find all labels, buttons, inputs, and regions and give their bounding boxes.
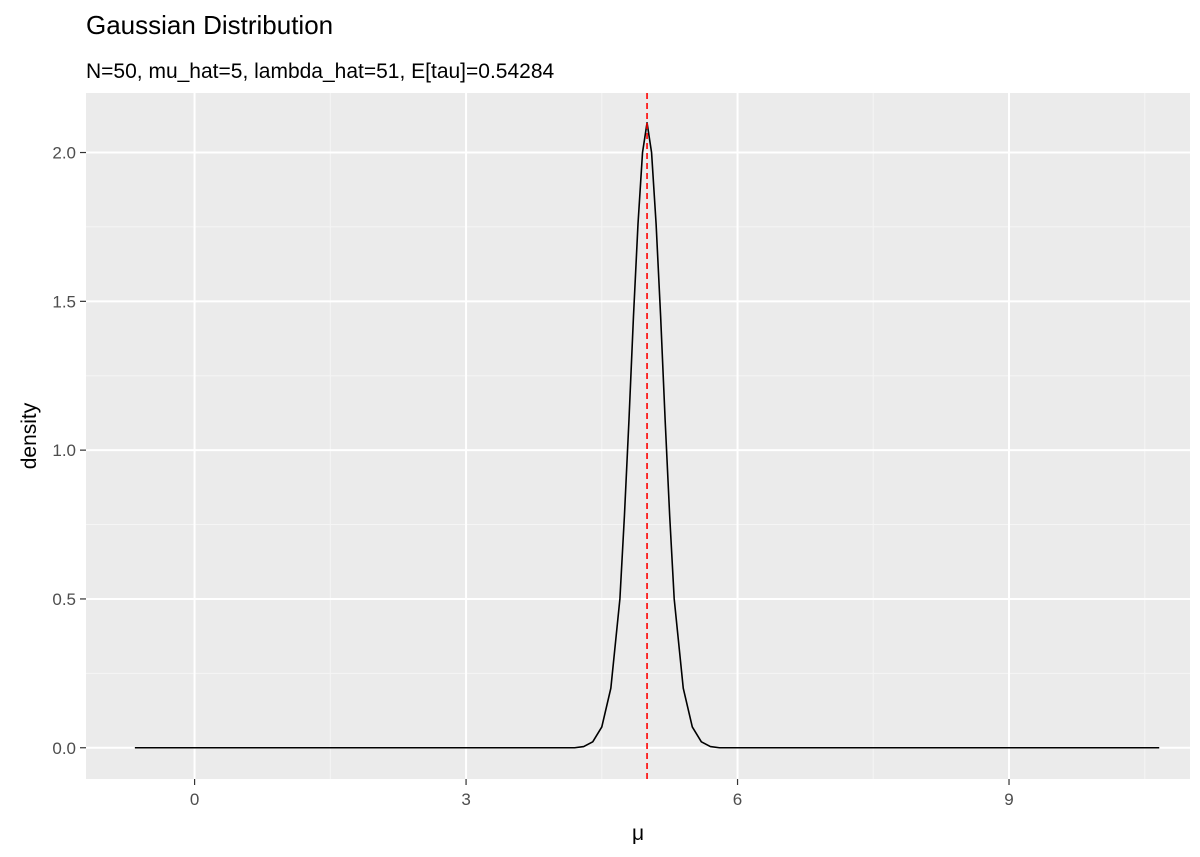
chart-title: Gaussian Distribution xyxy=(86,10,333,40)
chart-subtitle: N=50, mu_hat=5, lambda_hat=51, E[tau]=0.… xyxy=(86,60,555,83)
y-tick-label: 2.0 xyxy=(52,144,76,163)
x-axis-title: μ xyxy=(632,822,644,845)
plot-panel xyxy=(86,93,1190,779)
x-tick-label: 9 xyxy=(1004,790,1013,809)
series-layer xyxy=(134,121,1160,749)
y-tick-label: 1.0 xyxy=(52,441,76,460)
x-tick-label: 0 xyxy=(190,790,199,809)
x-tick-label: 6 xyxy=(733,790,742,809)
density-curve xyxy=(134,121,1160,749)
y-axis-title: density xyxy=(18,402,41,469)
minor-gridlines xyxy=(86,93,1190,779)
x-axis: 0 3 6 9 xyxy=(190,779,1014,809)
y-axis: 0.0 0.5 1.0 1.5 2.0 xyxy=(52,144,86,758)
x-tick-label: 3 xyxy=(461,790,470,809)
y-tick-label: 0.0 xyxy=(52,739,76,758)
y-tick-label: 1.5 xyxy=(52,292,76,311)
y-tick-label: 0.5 xyxy=(52,590,76,609)
